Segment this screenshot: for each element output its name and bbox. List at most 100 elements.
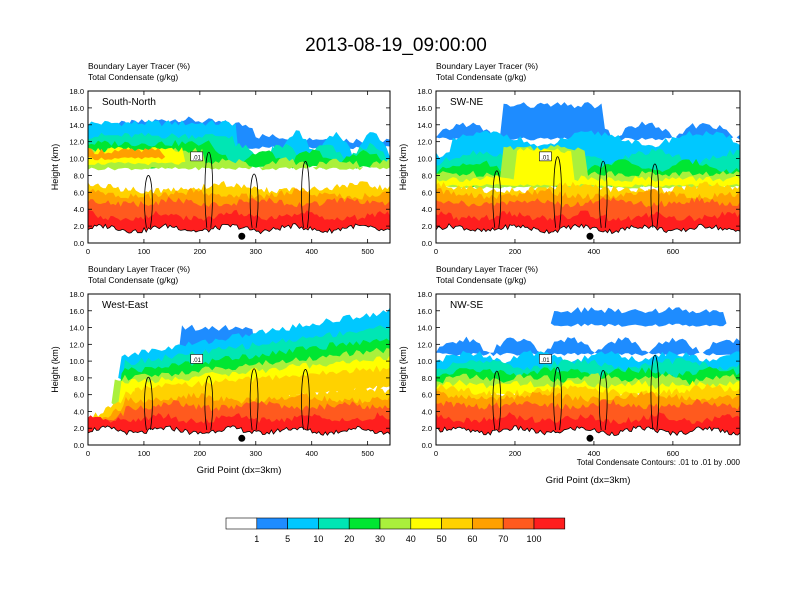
subtitle-condensate: Total Condensate (g/kg) — [436, 72, 526, 82]
x-tick-label: 200 — [194, 247, 207, 256]
plot-frame — [87, 90, 391, 244]
y-tick-label: 2.0 — [74, 222, 84, 231]
plot-frame — [87, 293, 391, 446]
terrain — [88, 223, 390, 243]
y-tick-label: 0.0 — [74, 239, 84, 248]
colorbar-swatch — [410, 517, 442, 530]
x-tick-label: 400 — [588, 247, 601, 256]
panel-south-north: 0.0 2.0 4.0 6.0 8.0 10.0 12.0 14.0 16.0 18.0 0 100 2… — [50, 61, 391, 256]
x-axis-label: Grid Point (dx=3km) — [546, 475, 631, 486]
contour-label: .01 — [190, 354, 204, 364]
contour-label: .01 — [539, 354, 552, 364]
location-marker — [586, 434, 594, 442]
x-tick-label: 200 — [194, 449, 207, 458]
y-tick-label: 10.0 — [69, 357, 84, 366]
y-tick-label: 16.0 — [69, 307, 84, 316]
y-axis-label: Height (km) — [398, 346, 408, 393]
condensate-contour — [553, 156, 562, 228]
subtitle-tracer: Boundary Layer Tracer (%) — [88, 61, 190, 71]
colorbar-label: 1 — [254, 534, 259, 544]
plot-area — [436, 91, 740, 243]
y-tick-label: 8.0 — [74, 171, 84, 180]
colorbar-swatch — [533, 517, 566, 530]
colorbar-swatch — [348, 517, 381, 530]
y-tick-label: 14.0 — [417, 324, 432, 333]
contour-label-text: .01 — [541, 155, 550, 161]
plot-area — [436, 294, 740, 445]
location-marker — [238, 232, 246, 240]
y-tick-label: 2.0 — [422, 424, 432, 433]
colorbar-label: 100 — [526, 534, 541, 544]
y-tick-label: 4.0 — [74, 205, 84, 214]
y-tick-label: 0.0 — [422, 441, 432, 450]
y-tick-label: 18.0 — [417, 87, 432, 96]
contour-label-box — [539, 151, 552, 162]
panel-label: SW-NE — [450, 97, 483, 108]
panel-label: NW-SE — [450, 300, 483, 311]
contour-label-text: .01 — [193, 358, 202, 364]
condensate-contour — [650, 163, 660, 228]
x-axis-label: Grid Point (dx=3km) — [197, 465, 282, 476]
x-tick-label: 100 — [138, 247, 151, 256]
subtitle-tracer: Boundary Layer Tracer (%) — [436, 264, 538, 274]
subtitle-condensate: Total Condensate (g/kg) — [88, 275, 178, 285]
condensate-contour — [301, 369, 310, 430]
panels: 0.0 2.0 4.0 6.0 8.0 10.0 12.0 14.0 16.0 18.0 0 100 2… — [50, 61, 741, 486]
y-tick-label: 4.0 — [422, 407, 432, 416]
contour-fill-band — [436, 336, 740, 357]
colorbar: 1 5 10 20 30 40 50 60 70 100 — [225, 517, 566, 544]
contour-label-box — [190, 354, 204, 364]
colorbar-label: 40 — [406, 534, 416, 544]
contour-label-text: .01 — [541, 358, 550, 364]
x-tick-label: 200 — [509, 449, 522, 458]
y-tick-label: 16.0 — [417, 104, 432, 113]
colorbar-label: 50 — [437, 534, 447, 544]
colorbar-label: 5 — [285, 534, 290, 544]
colorbar-swatch — [472, 517, 504, 530]
x-tick-label: 0 — [434, 247, 438, 256]
plot-area — [88, 91, 390, 243]
figure-title: 2013-08-19_09:00:00 — [305, 35, 487, 56]
panel-label: South-North — [102, 97, 156, 108]
x-tick-label: 200 — [509, 247, 522, 256]
contour-fill-band — [436, 147, 740, 188]
contour-fill-band — [88, 147, 390, 161]
y-tick-label: 12.0 — [417, 340, 432, 349]
x-tick-label: 600 — [667, 449, 680, 458]
y-tick-label: 8.0 — [74, 374, 84, 383]
panel-sw-ne: 0.0 2.0 4.0 6.0 8.0 10.0 12.0 14.0 16.0 18.0 0 200 4… — [398, 61, 741, 256]
y-tick-label: 16.0 — [417, 307, 432, 316]
panel-label: West-East — [102, 300, 148, 311]
x-tick-label: 300 — [250, 247, 263, 256]
y-tick-label: 8.0 — [422, 171, 432, 180]
y-tick-label: 2.0 — [422, 222, 432, 231]
contour-fill-band — [436, 144, 740, 189]
x-tick-label: 500 — [361, 247, 374, 256]
contour-label-box — [539, 354, 552, 364]
y-axis-label: Height (km) — [398, 144, 408, 191]
x-tick-label: 300 — [250, 449, 263, 458]
y-tick-label: 10.0 — [417, 155, 432, 164]
condensate-contour — [650, 354, 660, 430]
colorbar-label: 20 — [344, 534, 354, 544]
colorbar-swatch — [287, 517, 319, 530]
condensate-contour — [492, 370, 502, 430]
condensate-contour — [301, 160, 310, 228]
y-tick-label: 12.0 — [69, 340, 84, 349]
colorbar-label: 70 — [498, 534, 508, 544]
condensate-contour — [204, 375, 214, 430]
colorbar-swatch — [379, 517, 412, 530]
y-tick-label: 4.0 — [74, 407, 84, 416]
y-tick-label: 18.0 — [417, 290, 432, 299]
colorbar-swatch — [318, 517, 350, 530]
x-tick-label: 400 — [588, 449, 601, 458]
y-tick-label: 18.0 — [69, 87, 84, 96]
plot-frame — [435, 90, 741, 244]
condensate-contour — [598, 370, 608, 430]
colorbar-label: 30 — [375, 534, 385, 544]
colorbar-label: 60 — [467, 534, 477, 544]
contour-label-box — [190, 151, 204, 162]
x-tick-label: 500 — [361, 449, 374, 458]
condensate-contour — [553, 366, 562, 430]
y-tick-label: 14.0 — [417, 121, 432, 130]
